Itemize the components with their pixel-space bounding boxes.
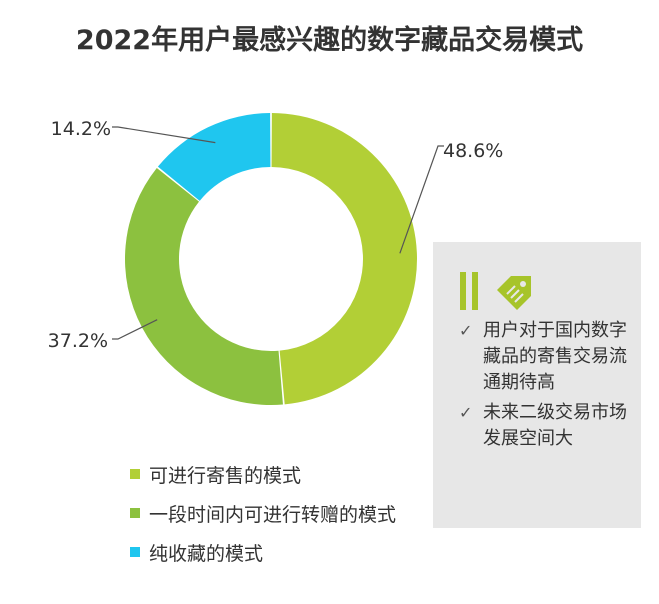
- donut-slice: [271, 113, 417, 405]
- legend-label: 可进行寄售的模式: [149, 464, 302, 487]
- legend-swatch: [130, 508, 140, 518]
- legend-swatch: [130, 547, 140, 557]
- legend-label: 纯收藏的模式: [149, 542, 264, 565]
- chart-title: 2022年用户最感兴趣的数字藏品交易模式: [75, 25, 584, 56]
- leader-line: [399, 145, 444, 254]
- donut-slice: [157, 113, 271, 201]
- checkmark-icon: ✓: [459, 321, 473, 340]
- legend-item: 一段时间内可进行转赠的模式: [130, 501, 397, 526]
- legend-item: 纯收藏的模式: [130, 540, 396, 565]
- tag-icon: [497, 276, 531, 310]
- note-item: ✓ 未来二级交易市场发展空间大: [459, 400, 634, 452]
- leader-line: [112, 319, 158, 340]
- data-label: 48.6%: [443, 140, 503, 162]
- checkmark-icon: ✓: [459, 403, 473, 422]
- legend-item: 可进行寄售的模式: [130, 462, 396, 487]
- insight-box: ✓ 用户对于国内数字藏品的寄售交易流通期待高 ✓ 未来二级交易市场发展空间大: [433, 242, 641, 528]
- legend-swatch: [130, 469, 140, 479]
- accent-bar: [460, 272, 466, 310]
- note-item: ✓ 用户对于国内数字藏品的寄售交易流通期待高: [459, 318, 634, 396]
- note-text: 用户对于国内数字藏品的寄售交易流通期待高: [483, 320, 627, 393]
- accent-bar: [472, 272, 478, 310]
- donut-slice: [124, 168, 283, 405]
- legend: 可进行寄售的模式 一段时间内可进行转赠的模式 纯收藏的模式: [130, 462, 396, 579]
- data-label: 14.2%: [51, 118, 111, 140]
- data-label: 37.2%: [48, 330, 108, 352]
- legend-label: 一段时间内可进行转赠的模式: [149, 503, 397, 526]
- note-text: 未来二级交易市场发展空间大: [483, 402, 627, 449]
- leader-line: [112, 126, 216, 144]
